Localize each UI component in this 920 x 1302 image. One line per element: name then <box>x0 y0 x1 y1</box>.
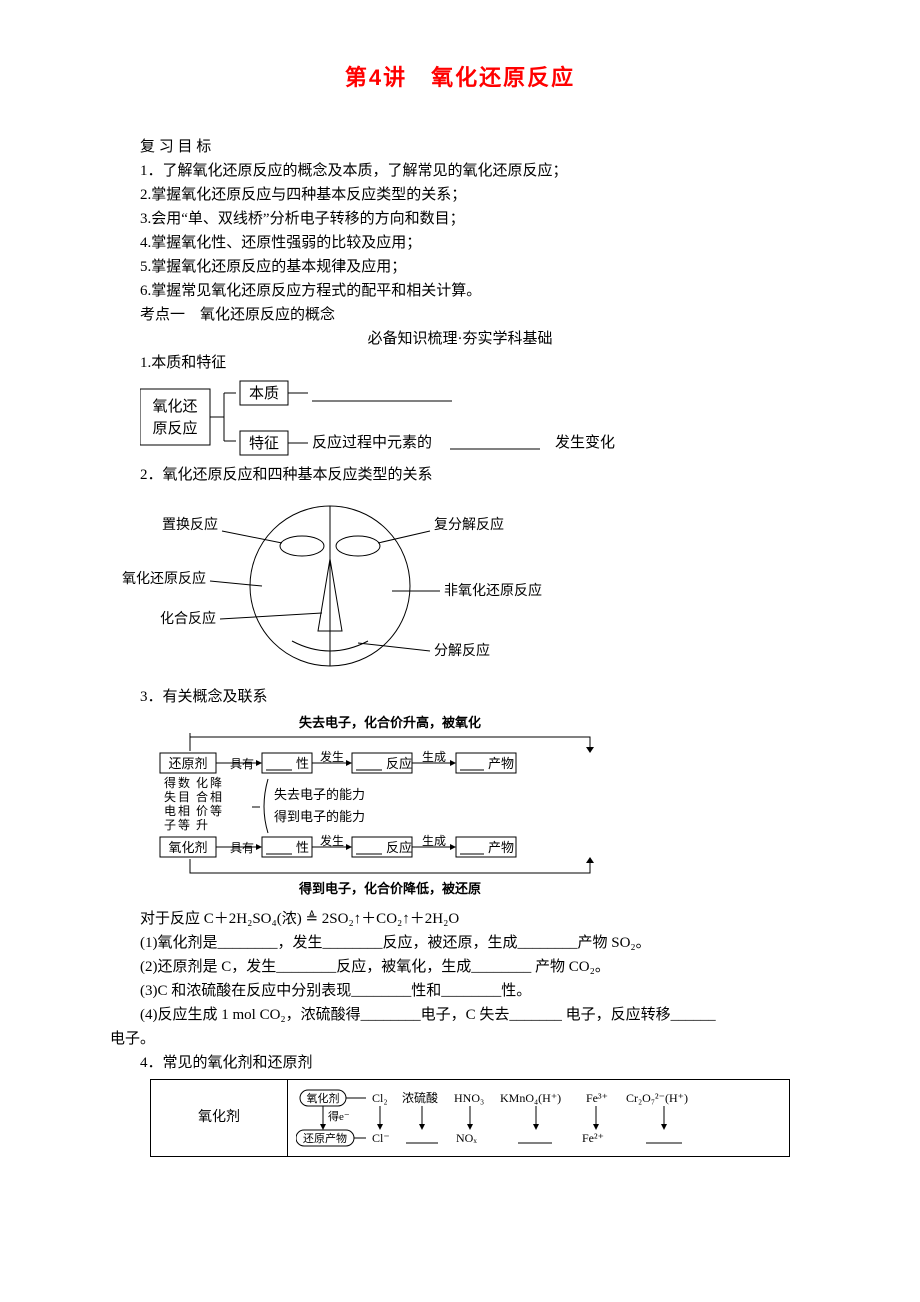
svg-text:升: 升 <box>196 818 208 832</box>
p4-header: 4．常见的氧化剂和还原剂 <box>110 1051 810 1075</box>
p2-header: 2．氧化还原反应和四种基本反应类型的关系 <box>110 463 810 487</box>
svg-text:Fe³⁺: Fe³⁺ <box>586 1091 608 1105</box>
svg-text:发生: 发生 <box>320 833 344 848</box>
svg-text:失: 失 <box>164 789 176 804</box>
svg-text:HNO₃: HNO₃ <box>454 1091 484 1105</box>
svg-text:氧化剂: 氧化剂 <box>168 840 207 855</box>
svg-text:置换反应: 置换反应 <box>162 516 218 533</box>
svg-text:Fe²⁺: Fe²⁺ <box>582 1131 604 1145</box>
goal-4: 4.掌握氧化性、还原性强弱的比较及应用； <box>110 231 810 255</box>
svg-text:等: 等 <box>210 804 222 818</box>
table-row: 氧化剂 氧化剂 Cl₂ 浓硫酸 HNO₃ KMnO₄(H⁺) Fe³⁺ Cr₂O… <box>151 1080 790 1157</box>
svg-text:还原剂: 还原剂 <box>168 756 207 771</box>
svg-text:性: 性 <box>296 840 309 855</box>
svg-text:浓硫酸: 浓硫酸 <box>402 1090 438 1105</box>
goal-5: 5.掌握氧化还原反应的基本规律及应用； <box>110 255 810 279</box>
svg-text:特征: 特征 <box>249 435 279 452</box>
svg-text:NOₓ: NOₓ <box>456 1131 477 1145</box>
svg-text:等: 等 <box>178 818 190 832</box>
question-2: (2)还原剂是 C，发生________反应，被氧化，生成________ 产物… <box>110 955 810 979</box>
svg-text:化合反应: 化合反应 <box>160 610 216 627</box>
svg-text:产物: 产物 <box>488 840 514 855</box>
svg-text:生成: 生成 <box>422 834 446 848</box>
svg-text:失去电子的能力: 失去电子的能力 <box>274 787 365 802</box>
svg-text:失去电子，化合价升高，被氧化: 失去电子，化合价升高，被氧化 <box>299 715 481 730</box>
question-1: (1)氧化剂是________，发生________反应，被还原，生成_____… <box>110 931 810 955</box>
svg-text:相: 相 <box>210 790 222 804</box>
kaodian-1: 考点一 氧化还原反应的概念 <box>110 303 810 327</box>
svg-text:氧化还原反应: 氧化还原反应 <box>122 570 206 587</box>
svg-text:具有: 具有 <box>230 841 254 855</box>
svg-text:本质: 本质 <box>249 385 279 402</box>
svg-text:相: 相 <box>178 804 190 818</box>
svg-text:非氧化还原反应: 非氧化还原反应 <box>444 582 542 599</box>
question-4a: (4)反应生成 1 mol CO₂，浓硫酸得________电子，C 失去___… <box>110 1003 810 1027</box>
svg-text:得到电子的能力: 得到电子的能力 <box>274 809 365 824</box>
svg-text:发生: 发生 <box>320 749 344 764</box>
svg-text:氧化还: 氧化还 <box>152 398 197 415</box>
goal-3: 3.会用“单、双线桥”分析电子转移的方向和数目； <box>110 207 810 231</box>
svg-text:产物: 产物 <box>488 756 514 771</box>
p3-header: 3．有关概念及联系 <box>110 685 810 709</box>
svg-text:还原产物: 还原产物 <box>303 1131 347 1145</box>
goal-6: 6.掌握常见氧化还原反应方程式的配平和相关计算。 <box>110 279 810 303</box>
page-title: 第4讲 氧化还原反应 <box>110 60 810 95</box>
kaodian-1-sub: 必备知识梳理·夯实学科基础 <box>110 327 810 351</box>
svg-text:生成: 生成 <box>422 750 446 764</box>
diagram-venn-face: 置换反应 氧化还原反应 化合反应 复分解反应 非氧化还原反应 分解反应 <box>110 491 810 681</box>
diagram-flowchart: 失去电子，化合价升高，被氧化 还原剂 具有 性 发生 反应 生成 产物 得数 <box>110 713 810 903</box>
svg-text:KMnO₄(H⁺): KMnO₄(H⁺) <box>500 1091 561 1105</box>
svg-text:发生变化: 发生变化 <box>555 434 615 451</box>
svg-text:Cl₂: Cl₂ <box>372 1091 388 1105</box>
svg-text:Cr₂O₇²⁻(H⁺): Cr₂O₇²⁻(H⁺) <box>626 1091 688 1105</box>
svg-text:反应: 反应 <box>386 756 412 771</box>
svg-text:合: 合 <box>196 789 208 804</box>
svg-text:得e⁻: 得e⁻ <box>328 1110 350 1123</box>
goal-1: 1．了解氧化还原反应的概念及本质，了解常见的氧化还原反应； <box>110 159 810 183</box>
svg-text:价: 价 <box>196 804 208 818</box>
goals-header: 复 习 目 标 <box>110 135 810 159</box>
question-4b: 电子。 <box>110 1027 810 1051</box>
reaction-intro: 对于反应 C＋2H₂SO₄(浓) ≜ 2SO₂↑＋CO₂↑＋2H₂O <box>110 907 810 931</box>
svg-text:得: 得 <box>164 775 176 790</box>
question-3: (3)C 和浓硫酸在反应中分别表现________性和________性。 <box>110 979 810 1003</box>
svg-text:子: 子 <box>164 818 176 832</box>
svg-text:Cl⁻: Cl⁻ <box>372 1131 390 1145</box>
svg-text:电: 电 <box>164 804 176 818</box>
svg-text:降: 降 <box>210 776 222 790</box>
p1-header: 1.本质和特征 <box>110 351 810 375</box>
table-row-content: 氧化剂 Cl₂ 浓硫酸 HNO₃ KMnO₄(H⁺) Fe³⁺ Cr₂O₇²⁻(… <box>288 1080 790 1157</box>
svg-text:复分解反应: 复分解反应 <box>434 516 504 533</box>
svg-text:数: 数 <box>178 775 190 790</box>
table-row-label: 氧化剂 <box>151 1080 288 1157</box>
svg-text:性: 性 <box>296 756 309 771</box>
svg-text:得到电子，化合价降低，被还原: 得到电子，化合价降低，被还原 <box>298 881 481 896</box>
svg-text:具有: 具有 <box>230 757 254 771</box>
svg-text:反应: 反应 <box>386 840 412 855</box>
svg-text:分解反应: 分解反应 <box>434 642 490 659</box>
svg-text:目: 目 <box>178 790 190 804</box>
table-oxidizer: 氧化剂 氧化剂 Cl₂ 浓硫酸 HNO₃ KMnO₄(H⁺) Fe³⁺ Cr₂O… <box>150 1079 790 1157</box>
goal-2: 2.掌握氧化还原反应与四种基本反应类型的关系； <box>110 183 810 207</box>
svg-text:原反应: 原反应 <box>152 419 197 437</box>
svg-text:反应过程中元素的: 反应过程中元素的 <box>312 433 432 451</box>
svg-text:化: 化 <box>196 776 208 790</box>
svg-text:氧化剂: 氧化剂 <box>307 1091 340 1105</box>
diagram-essence-feature: 氧化还 原反应 本质 特征 反应过程中元素的 发生变化 <box>140 379 810 459</box>
